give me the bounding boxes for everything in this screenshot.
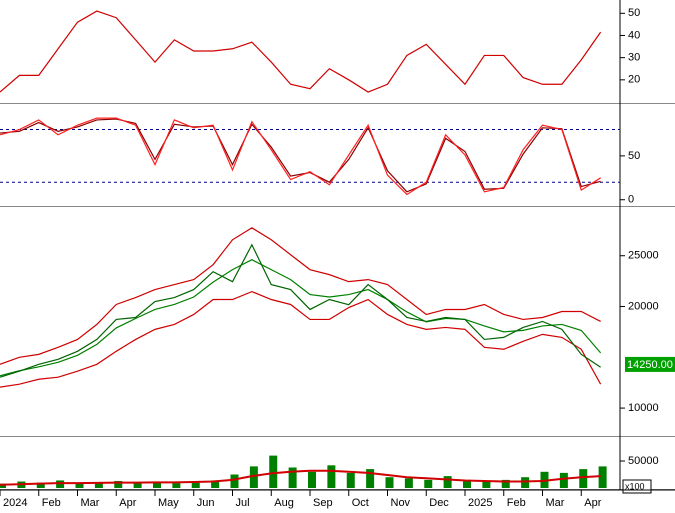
volume-bar <box>501 479 510 488</box>
volume-bar <box>521 477 530 488</box>
x-tick-label: Mar <box>546 497 565 509</box>
unit-label: x100 <box>625 481 645 491</box>
x-tick-label: Jun <box>197 497 215 509</box>
volume-bar <box>385 477 394 488</box>
series-line <box>0 290 602 388</box>
x-tick-label: 2025 <box>468 497 492 509</box>
volume-bar <box>75 483 84 488</box>
y-tick-label: 0 <box>628 194 634 206</box>
volume-bar <box>598 466 607 488</box>
volume-bar <box>230 474 239 488</box>
volume-bar <box>249 466 258 488</box>
volume-bar <box>424 479 433 488</box>
y-tick-label: 50 <box>628 7 640 19</box>
volume-bar <box>559 472 568 488</box>
x-tick-label: Oct <box>352 497 369 509</box>
series-line <box>0 227 601 365</box>
x-tick-label: Sep <box>313 497 333 509</box>
x-tick-label: May <box>158 497 179 509</box>
x-tick-label: Feb <box>507 497 526 509</box>
y-tick-label: 50000 <box>628 455 659 467</box>
x-tick-label: Nov <box>391 497 411 509</box>
volume-bar <box>0 483 6 488</box>
y-tick-label: 40 <box>628 29 640 41</box>
volume-bar <box>327 465 336 488</box>
x-tick-label: Mar <box>81 497 100 509</box>
y-tick-label: 20 <box>628 74 640 86</box>
volume-bar <box>133 482 142 488</box>
volume-bar <box>308 471 316 488</box>
last-price-box <box>625 356 675 372</box>
y-tick-label: 25000 <box>628 250 659 262</box>
series-line <box>0 259 602 377</box>
x-tick-label: Dec <box>429 497 449 509</box>
volume-bar <box>94 482 103 488</box>
volume-bar <box>114 480 123 488</box>
y-tick-label: 50 <box>628 150 640 162</box>
volume-bar <box>211 480 220 488</box>
volume-bar <box>288 467 297 488</box>
volume-bar <box>56 480 65 488</box>
x-tick-label: 2024 <box>3 497 27 509</box>
volume-bar <box>443 476 452 488</box>
y-tick-label: 20000 <box>628 300 659 312</box>
volume-bar <box>269 455 278 488</box>
series-line <box>0 469 601 486</box>
x-tick-label: Jul <box>236 497 250 509</box>
y-tick-label: 30 <box>628 52 640 64</box>
volume-bar <box>191 482 200 488</box>
volume-bar <box>36 482 45 488</box>
y-tick-label: 10000 <box>628 402 659 414</box>
series-line <box>0 243 601 378</box>
volume-bar <box>153 481 161 488</box>
volume-bar <box>463 480 471 488</box>
volume-bar <box>482 481 491 488</box>
series-line <box>0 10 602 93</box>
last-price-label: 14250.00 <box>627 359 673 371</box>
volume-bar <box>346 472 355 488</box>
x-tick-label: Feb <box>42 497 61 509</box>
x-tick-label: Apr <box>584 497 601 509</box>
volume-bar <box>404 478 413 488</box>
volume-bar <box>366 469 375 488</box>
series-line <box>0 117 601 196</box>
x-tick-label: Aug <box>274 497 294 509</box>
volume-bar <box>579 469 588 488</box>
volume-bar <box>172 483 181 488</box>
x-tick-label: Apr <box>119 497 136 509</box>
